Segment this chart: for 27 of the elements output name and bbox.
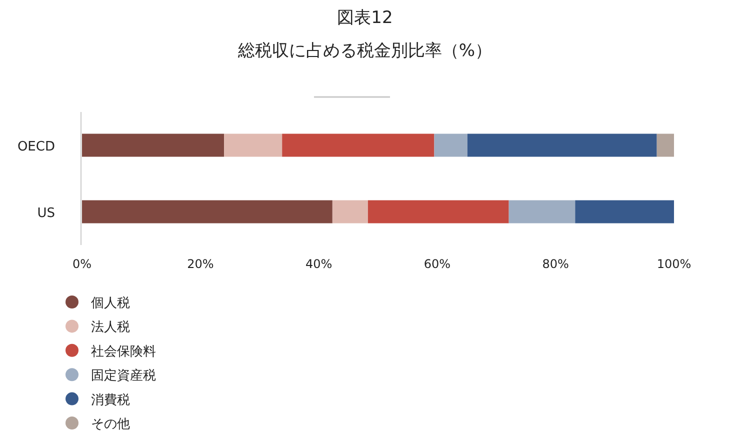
y-tick-label: OECD bbox=[17, 139, 55, 154]
bar bbox=[575, 200, 674, 224]
bar bbox=[434, 134, 468, 157]
chart-title: 図表12 bbox=[337, 8, 393, 28]
x-tick-label: 100% bbox=[656, 257, 692, 271]
x-tick-label: 40% bbox=[305, 257, 332, 271]
chart-subtitle: 総税収に占める税金別比率（%） bbox=[236, 41, 492, 61]
bar bbox=[282, 134, 434, 157]
bar bbox=[467, 134, 657, 157]
bar bbox=[224, 134, 282, 157]
x-tick-label: 0% bbox=[72, 257, 92, 271]
legend-label: その他 bbox=[91, 417, 130, 432]
bar bbox=[82, 200, 332, 224]
bar bbox=[82, 134, 224, 157]
legend-label: 固定資産税 bbox=[91, 368, 156, 384]
bar bbox=[656, 134, 674, 157]
x-tick-label: 80% bbox=[542, 257, 569, 271]
legend-label: 個人税 bbox=[91, 296, 130, 311]
bar bbox=[508, 200, 576, 224]
x-tick-label: 60% bbox=[424, 257, 451, 271]
legend-label: 社会保険料 bbox=[91, 344, 156, 360]
bar bbox=[368, 200, 509, 224]
x-tick-label: 20% bbox=[187, 257, 214, 271]
legend-label: 消費税 bbox=[91, 392, 130, 408]
legend-label: 法人税 bbox=[91, 320, 130, 336]
bar bbox=[332, 200, 368, 224]
y-tick-label: US bbox=[37, 206, 55, 221]
